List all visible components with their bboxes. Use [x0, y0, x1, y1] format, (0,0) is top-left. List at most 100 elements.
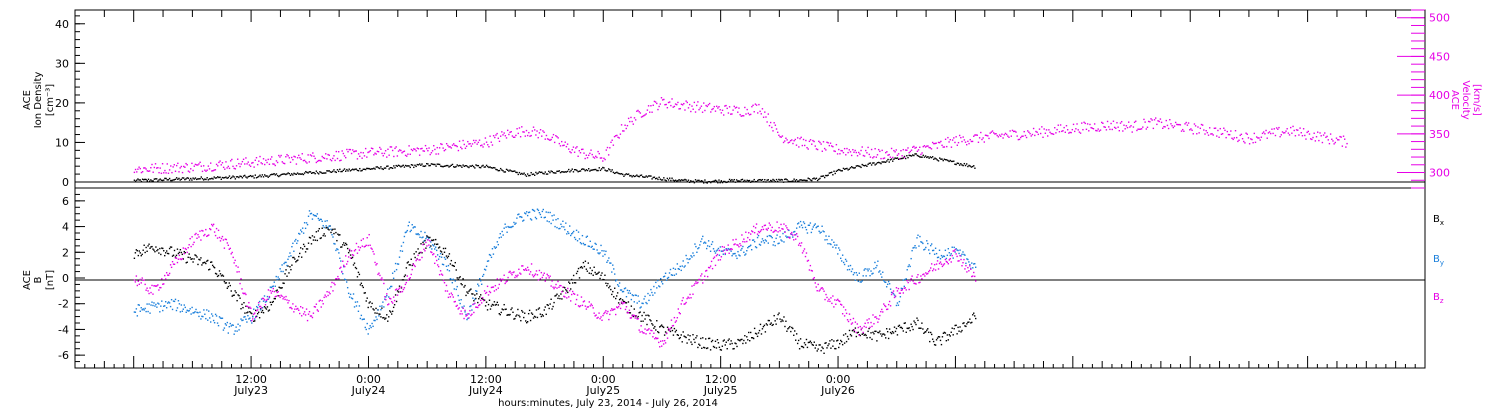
- bz-point: [220, 237, 223, 240]
- density-point: [677, 179, 679, 182]
- by-point: [215, 315, 218, 317]
- bx-point: [197, 263, 199, 266]
- bz-point: [897, 287, 900, 290]
- bz-point: [926, 273, 928, 275]
- by-point: [876, 264, 878, 267]
- by-point: [575, 229, 578, 232]
- by-point: [836, 244, 838, 246]
- velocity-point: [973, 135, 975, 137]
- density-point: [566, 170, 569, 173]
- bz-point: [305, 308, 308, 310]
- bz-point: [465, 315, 467, 317]
- bx-point: [755, 333, 758, 335]
- velocity-point: [576, 146, 578, 148]
- velocity-point: [832, 145, 834, 148]
- by-point: [882, 271, 884, 273]
- velocity-point: [757, 112, 759, 114]
- velocity-point: [447, 144, 449, 147]
- velocity-point: [841, 150, 843, 152]
- bx-point: [251, 312, 253, 315]
- bz-point: [899, 292, 902, 294]
- bz-point: [460, 310, 462, 312]
- bx-point: [646, 323, 648, 326]
- velocity-point: [929, 147, 932, 149]
- bz-point: [535, 270, 538, 272]
- by-point: [192, 312, 194, 314]
- velocity-point: [1133, 121, 1136, 124]
- by-point: [258, 300, 261, 303]
- bz-point: [790, 233, 792, 235]
- velocity-point: [462, 139, 464, 142]
- by-point: [635, 294, 637, 297]
- bz-point: [704, 275, 706, 277]
- by-point: [248, 318, 250, 320]
- by-point: [154, 305, 156, 307]
- density-point: [507, 169, 509, 171]
- bx-point: [212, 266, 215, 268]
- velocity-point: [374, 152, 376, 154]
- bx-point: [300, 247, 302, 249]
- by-point: [680, 269, 682, 272]
- bx-point: [563, 286, 565, 289]
- bz-point: [210, 223, 213, 226]
- bz-point: [372, 250, 374, 253]
- velocity-point: [1344, 138, 1346, 140]
- density-point: [408, 165, 410, 167]
- velocity-point: [1241, 137, 1244, 140]
- bz-point: [538, 269, 541, 272]
- by-point: [515, 222, 517, 224]
- bx-point: [389, 310, 391, 312]
- bx-point: [478, 298, 480, 300]
- by-series: [133, 208, 977, 335]
- bx-point: [776, 318, 778, 320]
- bx-point: [683, 335, 685, 337]
- bz-point: [725, 249, 727, 251]
- bz-point: [157, 284, 159, 286]
- by-point: [523, 219, 525, 221]
- by-point: [305, 222, 308, 224]
- bz-point: [134, 281, 137, 283]
- velocity-point: [1273, 128, 1275, 130]
- by-point: [585, 236, 588, 238]
- by-point: [975, 266, 977, 268]
- bx-point: [404, 274, 407, 276]
- velocity-point: [1186, 124, 1189, 126]
- bz-point: [580, 296, 583, 298]
- bz-point: [165, 272, 168, 274]
- velocity-point: [1336, 139, 1339, 141]
- bx-point: [896, 334, 899, 336]
- by-point: [196, 311, 198, 314]
- velocity-point: [444, 148, 447, 151]
- density-point: [491, 167, 494, 169]
- density-point: [207, 179, 210, 181]
- by-point: [546, 220, 548, 222]
- density-point: [481, 165, 483, 167]
- velocity-point: [968, 142, 970, 145]
- velocity-point: [509, 131, 511, 134]
- bx-point: [751, 337, 754, 339]
- bz-point: [406, 275, 409, 277]
- velocity-point: [345, 156, 347, 159]
- density-point: [558, 170, 561, 172]
- velocity-point: [913, 145, 915, 148]
- bz-point: [569, 289, 571, 292]
- by-point: [447, 264, 450, 267]
- velocity-point: [394, 147, 396, 150]
- bz-point: [568, 296, 570, 298]
- density-point: [930, 156, 933, 159]
- by-point: [652, 294, 654, 296]
- density-point: [766, 179, 768, 181]
- bx-point: [394, 294, 397, 296]
- velocity-point: [313, 155, 315, 157]
- bz-point: [889, 305, 892, 307]
- by-point: [800, 224, 803, 226]
- bz-point: [492, 286, 495, 288]
- density-point: [690, 180, 692, 182]
- bz-point: [715, 255, 718, 257]
- bx-point: [134, 252, 137, 254]
- by-point: [599, 252, 601, 254]
- velocity-point: [941, 144, 943, 147]
- bx-point: [738, 339, 740, 341]
- bz-point: [823, 290, 825, 292]
- velocity-point: [698, 108, 700, 111]
